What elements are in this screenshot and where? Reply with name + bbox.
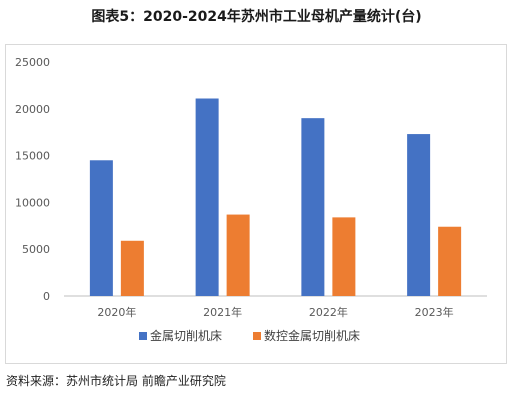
y-tick-label: 25000 (15, 56, 50, 69)
bar-series-2-2022年 (332, 217, 356, 296)
y-tick-label: 20000 (15, 103, 50, 116)
bar-series-2-2020年 (120, 240, 144, 296)
bar-series-1-2023年 (407, 134, 431, 296)
y-tick-label: 15000 (15, 150, 50, 163)
bar-series-1-2021年 (195, 98, 219, 296)
x-tick-label: 2022年 (309, 305, 348, 319)
bar-series-1-2020年 (89, 160, 113, 296)
x-tick-label: 2021年 (203, 305, 242, 319)
bar-series-2-2023年 (438, 226, 462, 296)
chart-frame (5, 44, 507, 364)
y-tick-label: 5000 (22, 243, 50, 256)
y-tick-label: 10000 (15, 196, 50, 209)
legend-swatch (253, 332, 261, 340)
legend-label: 金属切削机床 (150, 328, 222, 343)
source-note: 资料来源：苏州市统计局 前瞻产业研究院 (6, 374, 226, 388)
bar-series-1-2022年 (301, 118, 325, 296)
legend-swatch (139, 332, 147, 340)
y-tick-label: 0 (43, 290, 50, 303)
x-tick-label: 2023年 (415, 305, 454, 319)
x-tick-label: 2020年 (97, 305, 136, 319)
chart-title: 图表5：2020-2024年苏州市工业母机产量统计(台) (91, 9, 422, 25)
legend-label: 数控金属切削机床 (264, 328, 360, 343)
bar-series-2-2021年 (226, 214, 250, 296)
